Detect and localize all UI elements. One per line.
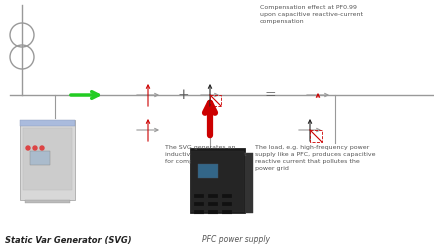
Bar — [207, 202, 217, 206]
Bar — [25, 200, 70, 203]
Text: Static Var Generator (SVG): Static Var Generator (SVG) — [5, 236, 132, 245]
Text: The SVG generates an
inductive reactive current
for compensation: The SVG generates an inductive reactive … — [164, 145, 246, 164]
Bar — [194, 202, 204, 206]
Text: Compensation effect at PF0.99
upon capacitive reactive-current
compensation: Compensation effect at PF0.99 upon capac… — [260, 5, 362, 24]
Circle shape — [26, 146, 30, 150]
Bar — [221, 194, 231, 198]
Text: =: = — [263, 88, 275, 102]
Bar — [20, 120, 75, 200]
Bar — [190, 148, 244, 213]
Bar — [194, 194, 204, 198]
Bar — [207, 210, 217, 214]
Bar — [194, 210, 204, 214]
Bar — [309, 130, 321, 142]
Bar — [197, 164, 217, 178]
Bar — [221, 202, 231, 206]
Bar — [210, 95, 220, 106]
Bar — [191, 151, 243, 212]
Text: +: + — [177, 88, 188, 102]
Bar — [20, 120, 75, 126]
Circle shape — [33, 146, 37, 150]
Bar — [30, 151, 50, 165]
Circle shape — [40, 146, 44, 150]
Bar — [221, 210, 231, 214]
Text: The load, e.g. high-frequency power
supply like a PFC, produces capacitive
react: The load, e.g. high-frequency power supp… — [254, 145, 375, 171]
Text: PFC power supply: PFC power supply — [201, 236, 270, 245]
Bar — [23, 128, 72, 190]
Bar — [244, 153, 253, 213]
Bar — [207, 194, 217, 198]
